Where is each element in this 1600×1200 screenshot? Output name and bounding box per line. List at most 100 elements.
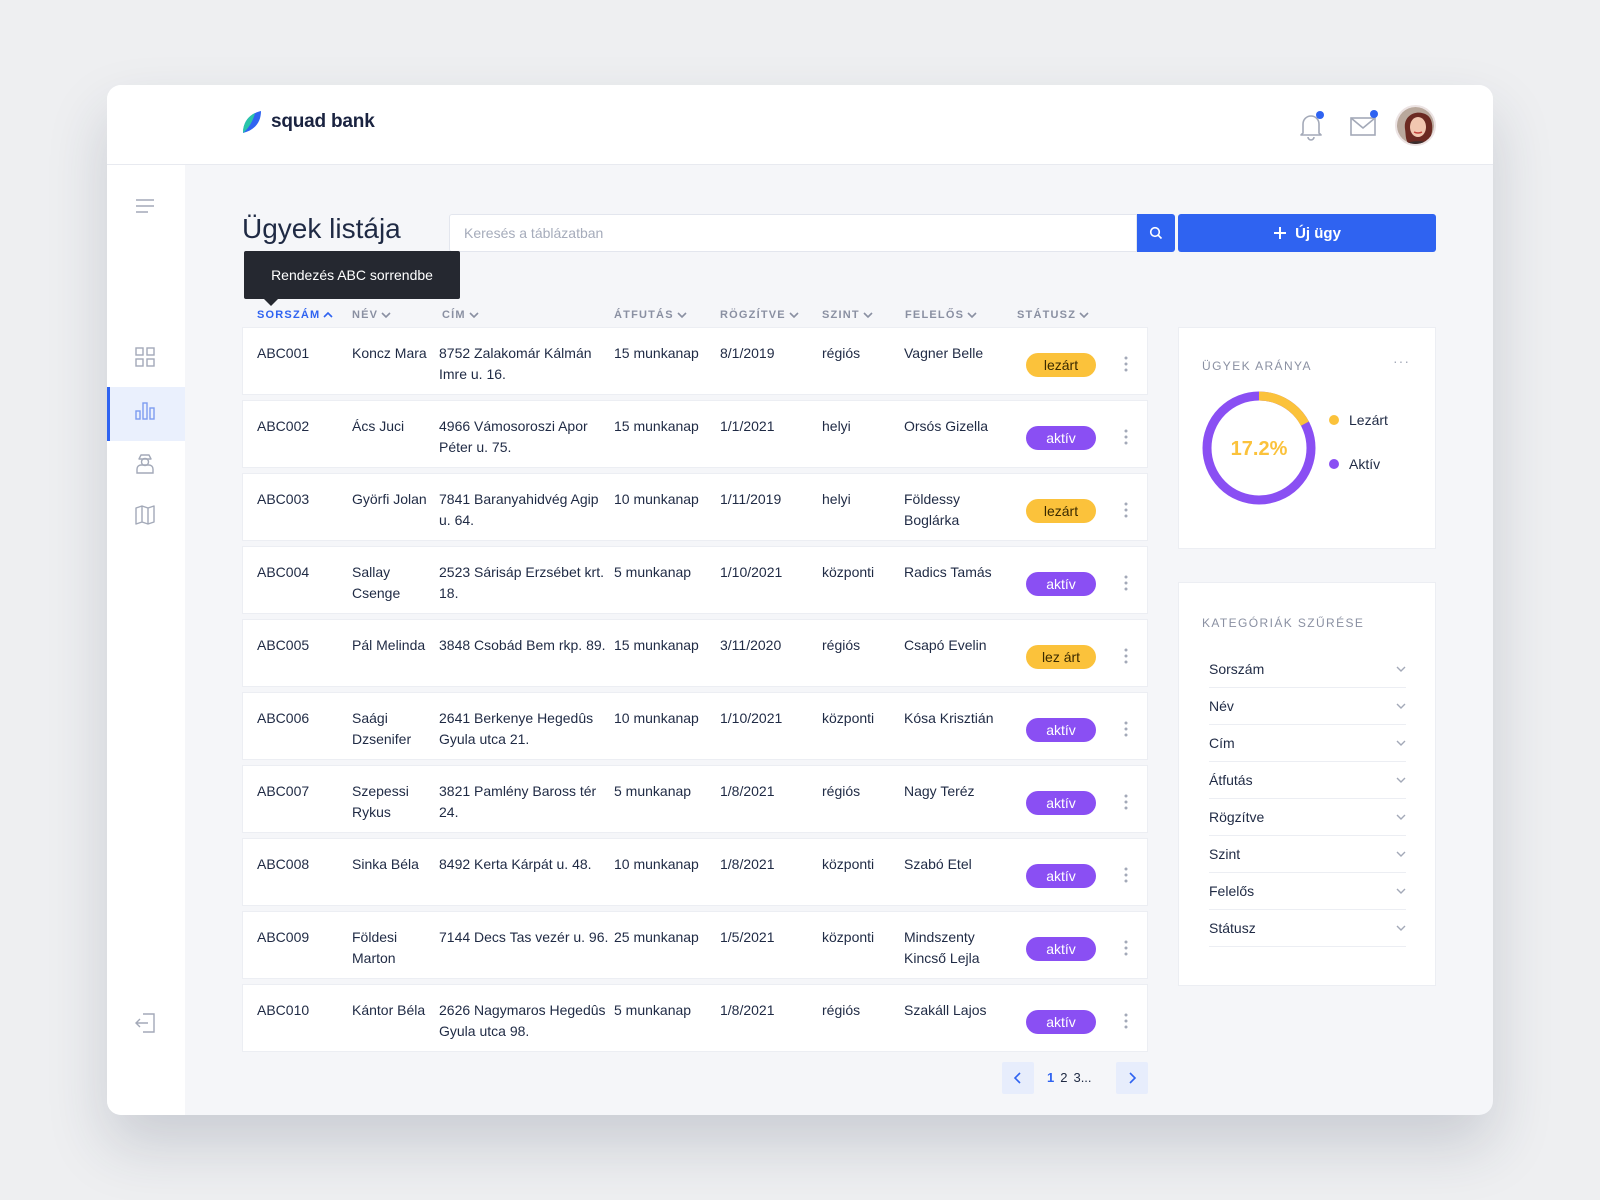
cell-level: központi xyxy=(822,856,875,872)
column-header-szint[interactable]: SZINT xyxy=(822,309,873,321)
table-row[interactable]: ABC004 Sallay Csenge 2523 Sárisáp Erzséb… xyxy=(242,546,1148,614)
user-avatar[interactable] xyxy=(1395,105,1436,146)
sidebar-active-indicator xyxy=(107,387,185,441)
table-row[interactable]: ABC008 Sinka Béla 8492 Kerta Kárpát u. 4… xyxy=(242,838,1148,906)
chevron-down-icon xyxy=(1396,814,1406,820)
cell-name: Koncz Mara xyxy=(352,345,427,361)
filter-sorszam[interactable]: Sorszám xyxy=(1209,651,1406,688)
ratio-card: ÜGYEK ARÁNYA ··· 17.2% Lezárt Aktív xyxy=(1178,327,1436,549)
column-header-cim[interactable]: CÍM xyxy=(442,309,479,321)
column-header-atfutas[interactable]: ÁTFUTÁS xyxy=(614,309,687,321)
column-header-statusz[interactable]: STÁTUSZ xyxy=(1017,309,1089,321)
filter-statusz[interactable]: Státusz xyxy=(1209,910,1406,947)
row-more-icon[interactable] xyxy=(1119,719,1133,739)
row-more-icon[interactable] xyxy=(1119,792,1133,812)
page-link-2[interactable]: 2 xyxy=(1060,1070,1068,1085)
new-case-button[interactable]: Új ügy xyxy=(1178,214,1436,252)
table-row[interactable]: ABC006 Saági Dzsenifer 2641 Berkenye Heg… xyxy=(242,692,1148,760)
brand-logo[interactable]: squad bank xyxy=(241,110,375,134)
filter-card: KATEGÓRIÁK SZŰRÉSE Sorszám Név Cím Átfut… xyxy=(1178,582,1436,986)
cell-id: ABC004 xyxy=(257,564,310,580)
filter-label: Átfutás xyxy=(1209,772,1253,788)
status-badge: aktív xyxy=(1026,791,1096,815)
row-more-icon[interactable] xyxy=(1119,1011,1133,1031)
status-badge: lezárt xyxy=(1026,353,1096,377)
column-header-label: SZINT xyxy=(822,309,860,321)
cell-owner: Vagner Belle xyxy=(904,345,984,361)
messages-mail-icon[interactable] xyxy=(1348,109,1380,141)
cell-name: Pál Melinda xyxy=(352,637,426,653)
column-header-label: SORSZÁM xyxy=(257,309,321,321)
cell-level: régiós xyxy=(822,783,861,799)
cell-owner: Mindszenty Kincső Lejla xyxy=(904,929,980,966)
menu-hamburger-icon[interactable] xyxy=(134,195,156,217)
filter-rogzitve[interactable]: Rögzítve xyxy=(1209,799,1406,836)
row-more-icon[interactable] xyxy=(1119,865,1133,885)
cell-level: régiós xyxy=(822,637,861,653)
prev-page-button[interactable] xyxy=(1002,1062,1034,1094)
clerk-person-icon[interactable] xyxy=(134,452,156,474)
column-header-sorszam[interactable]: SORSZÁM xyxy=(257,309,333,321)
table-row[interactable]: ABC005 Pál Melinda 3848 Csobád Bem rkp. … xyxy=(242,619,1148,687)
logout-icon[interactable] xyxy=(134,1012,156,1034)
filter-felelos[interactable]: Felelős xyxy=(1209,873,1406,910)
row-more-icon[interactable] xyxy=(1119,500,1133,520)
table-row[interactable]: ABC009 Földesi Marton 7144 Decs Tas vezé… xyxy=(242,911,1148,979)
chevron-down-icon xyxy=(381,312,391,319)
cell-id: ABC010 xyxy=(257,1002,310,1018)
cell-owner: Földessy Boglárka xyxy=(904,491,961,528)
page-link-1[interactable]: 1 xyxy=(1047,1070,1055,1085)
row-more-icon[interactable] xyxy=(1119,427,1133,447)
cell-level: központi xyxy=(822,564,875,580)
column-header-felelos[interactable]: FELELŐS xyxy=(905,309,977,321)
brand-name: squad bank xyxy=(271,111,375,132)
statistics-bar-chart-icon[interactable] xyxy=(134,399,156,421)
filter-label: Státusz xyxy=(1209,920,1256,936)
cell-address: 4966 Vámosoroszi Apor Péter u. 75. xyxy=(439,418,588,455)
table-row[interactable]: ABC001 Koncz Mara 8752 Zalakomár Kálmán … xyxy=(242,327,1148,395)
cell-owner: Kósa Krisztián xyxy=(904,710,994,726)
row-more-icon[interactable] xyxy=(1119,354,1133,374)
filter-atfutas[interactable]: Átfutás xyxy=(1209,762,1406,799)
status-badge: aktív xyxy=(1026,1010,1096,1034)
search-button[interactable] xyxy=(1137,214,1175,252)
row-more-icon[interactable] xyxy=(1119,573,1133,593)
notifications-bell-icon[interactable] xyxy=(1294,109,1328,143)
cell-name: Sallay Csenge xyxy=(352,564,401,601)
table-row[interactable]: ABC007 Szepessi Rykus 3821 Pamlény Baros… xyxy=(242,765,1148,833)
cell-name: Szepessi Rykus xyxy=(352,783,409,820)
table-body: ABC001 Koncz Mara 8752 Zalakomár Kálmán … xyxy=(242,327,1148,1057)
cell-duration: 15 munkanap xyxy=(614,637,699,653)
row-more-icon[interactable] xyxy=(1119,938,1133,958)
search-input[interactable] xyxy=(450,215,1136,251)
cell-address: 7144 Decs Tas vezér u. 96. xyxy=(439,929,609,945)
chevron-up-icon xyxy=(323,311,333,318)
table-header: SORSZÁM NÉV CÍM ÁTFUTÁS RÖGZÍTVE SZINT F… xyxy=(242,309,1148,329)
table-row[interactable]: ABC002 Ács Juci 4966 Vámosoroszi Apor Pé… xyxy=(242,400,1148,468)
cell-owner: Nagy Teréz xyxy=(904,783,975,799)
cell-id: ABC008 xyxy=(257,856,310,872)
status-badge: aktív xyxy=(1026,718,1096,742)
column-header-nev[interactable]: NÉV xyxy=(352,309,391,321)
table-row[interactable]: ABC010 Kántor Béla 2626 Nagymaros Hegedû… xyxy=(242,984,1148,1052)
more-options-icon[interactable]: ··· xyxy=(1393,353,1410,369)
filter-label: Cím xyxy=(1209,735,1235,751)
row-more-icon[interactable] xyxy=(1119,646,1133,666)
dashboard-grid-icon[interactable] xyxy=(134,346,156,368)
cell-duration: 25 munkanap xyxy=(614,929,699,945)
filter-nev[interactable]: Név xyxy=(1209,688,1406,725)
next-page-button[interactable] xyxy=(1116,1062,1148,1094)
page-link-3[interactable]: 3... xyxy=(1073,1070,1092,1085)
cell-duration: 15 munkanap xyxy=(614,345,699,361)
column-header-rogzitve[interactable]: RÖGZÍTVE xyxy=(720,309,799,321)
map-icon[interactable] xyxy=(134,504,156,526)
filter-cim[interactable]: Cím xyxy=(1209,725,1406,762)
filter-label: Szint xyxy=(1209,846,1241,862)
cell-name: Ács Juci xyxy=(352,418,405,434)
cell-duration: 5 munkanap xyxy=(614,564,692,580)
cell-address: 8752 Zalakomár Kálmán Imre u. 16. xyxy=(439,345,592,382)
filter-szint[interactable]: Szint xyxy=(1209,836,1406,873)
table-row[interactable]: ABC003 Györfi Jolan 7841 Baranyahidvég A… xyxy=(242,473,1148,541)
cell-recorded: 1/5/2021 xyxy=(720,929,775,945)
legend-label-closed: Lezárt xyxy=(1349,412,1388,428)
